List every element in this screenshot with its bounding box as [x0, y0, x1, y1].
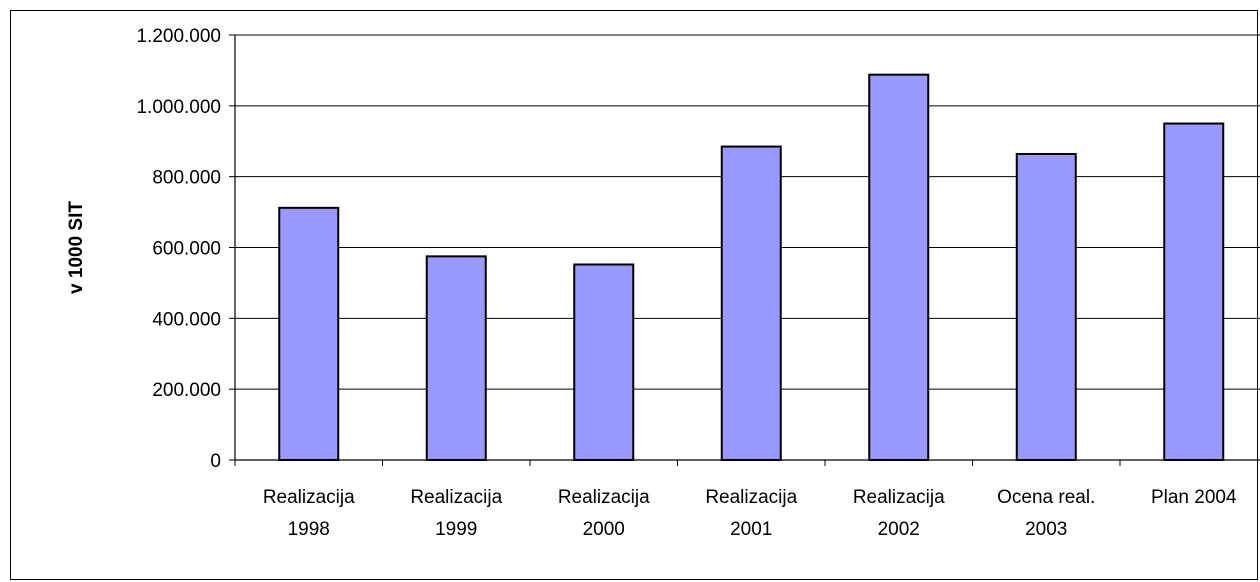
x-category-label: 1999	[435, 519, 477, 540]
x-category-label: Ocena real.	[997, 487, 1095, 508]
y-axis-title: v 1000 SIT	[66, 201, 87, 294]
x-category-label: Plan 2004	[1151, 487, 1237, 508]
x-category-label: 2002	[878, 519, 920, 540]
bar	[1163, 122, 1225, 462]
y-tick-label: 1.200.000	[136, 26, 221, 47]
bar	[1015, 153, 1077, 461]
bar	[278, 206, 340, 461]
bar	[720, 145, 782, 461]
y-tick-label: 1.000.000	[136, 97, 221, 118]
x-category-label: Realizacija	[410, 487, 502, 508]
x-category-label: Realizacija	[853, 487, 945, 508]
y-tick-label: 400.000	[152, 309, 221, 330]
x-category-label: 2003	[1025, 519, 1067, 540]
x-category-label: 2001	[730, 519, 772, 540]
bar	[868, 73, 930, 462]
bar	[425, 255, 487, 461]
x-category-label: Realizacija	[263, 487, 355, 508]
x-category-label: 2000	[583, 519, 625, 540]
x-category-label: 1998	[288, 519, 330, 540]
y-tick-label: 0	[210, 451, 221, 472]
x-category-label: Realizacija	[558, 487, 650, 508]
y-tick-label: 800.000	[152, 168, 221, 189]
x-category-label: Realizacija	[705, 487, 797, 508]
y-tick-label: 200.000	[152, 380, 221, 401]
bar	[573, 263, 635, 461]
y-tick-label: 600.000	[152, 239, 221, 260]
